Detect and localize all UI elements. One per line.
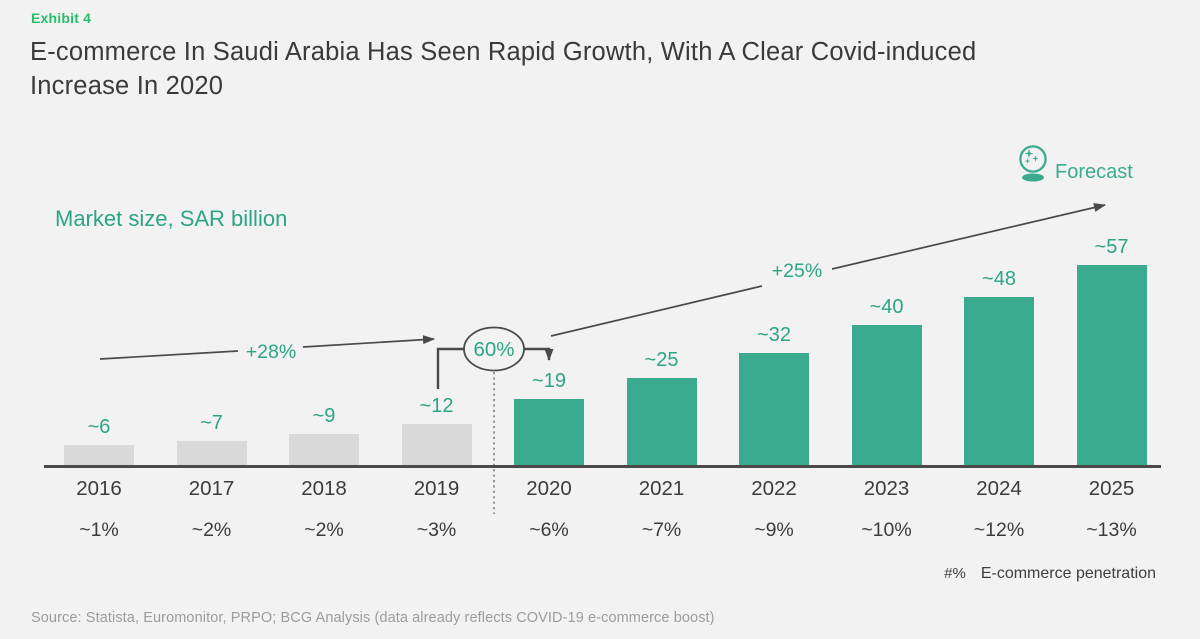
penetration-label-2022: ~9% [754, 519, 794, 541]
penetration-label-2021: ~7% [641, 519, 682, 541]
bar-2020 [514, 399, 584, 466]
x-axis-label-2022: 2022 [751, 477, 797, 500]
bar-value-label-2022: ~32 [757, 324, 791, 346]
page-title-line1: E-commerce In Saudi Arabia Has Seen Rapi… [30, 38, 977, 66]
axis-unit-label: Market size, SAR billion [55, 206, 288, 231]
x-axis-label-2024: 2024 [976, 477, 1022, 500]
penetration-label-2019: ~3% [416, 519, 457, 541]
bar-value-label-2020: ~19 [532, 370, 566, 392]
footnote-label: E-commerce penetration [980, 565, 1156, 582]
x-axis-label-2020: 2020 [526, 477, 572, 500]
x-axis-label-2016: 2016 [76, 477, 122, 500]
bar-2021 [626, 378, 697, 466]
bar-2022 [739, 353, 809, 466]
footnote-symbol: #% [944, 565, 966, 582]
penetration-label-2016: ~1% [79, 519, 119, 541]
penetration-label-2018: ~2% [304, 519, 344, 541]
exhibit-label: Exhibit 4 [31, 10, 92, 26]
penetration-label-2024: ~12% [973, 519, 1025, 541]
bar-value-label-2024: ~48 [982, 268, 1016, 290]
x-axis-label-2019: 2019 [413, 477, 460, 500]
bar-value-label-2023: ~40 [869, 296, 904, 318]
bar-value-label-2021: ~25 [644, 349, 679, 371]
penetration-label-2017: ~2% [191, 519, 232, 541]
x-axis-label-2017: 2017 [188, 477, 235, 500]
crystal-ball-icon [1019, 145, 1047, 182]
footnote: #% E-commerce penetration [944, 565, 1156, 583]
bar-2023 [851, 325, 922, 466]
penetration-label-2020: ~6% [529, 519, 569, 541]
forecast-label: Forecast [1055, 160, 1133, 183]
page-title-line2: Increase In 2020 [30, 71, 224, 100]
bar-2024 [964, 297, 1034, 466]
bar-2018 [289, 434, 359, 466]
x-axis-label-2023: 2023 [863, 477, 910, 500]
bar-value-label-2019: ~12 [419, 395, 454, 417]
bar-2017 [176, 441, 247, 466]
forecast-legend: Forecast [1016, 143, 1133, 187]
bar-value-label-2016: ~6 [87, 416, 111, 438]
bar-value-label-2025: ~57 [1094, 236, 1129, 258]
bar-2016 [64, 445, 134, 466]
crystal-ball-stars [1024, 148, 1039, 164]
bar-value-label-2018: ~9 [312, 405, 336, 427]
penetration-label-2023: ~10% [861, 519, 912, 541]
bar-2019 [401, 424, 472, 466]
bar-value-label-2017: ~7 [200, 412, 223, 434]
x-axis-label-2021: 2021 [638, 477, 685, 500]
source-note: Source: Statista, Euromonitor, PRPO; BCG… [31, 610, 715, 626]
penetration-label-2025: ~13% [1086, 519, 1137, 541]
bar-2025 [1076, 265, 1147, 466]
x-axis-label-2018: 2018 [301, 477, 347, 500]
x-axis-label-2025: 2025 [1088, 477, 1135, 500]
baseline-axis [44, 465, 1161, 468]
page-title: E-commerce In Saudi Arabia Has Seen Rapi… [30, 36, 1130, 104]
